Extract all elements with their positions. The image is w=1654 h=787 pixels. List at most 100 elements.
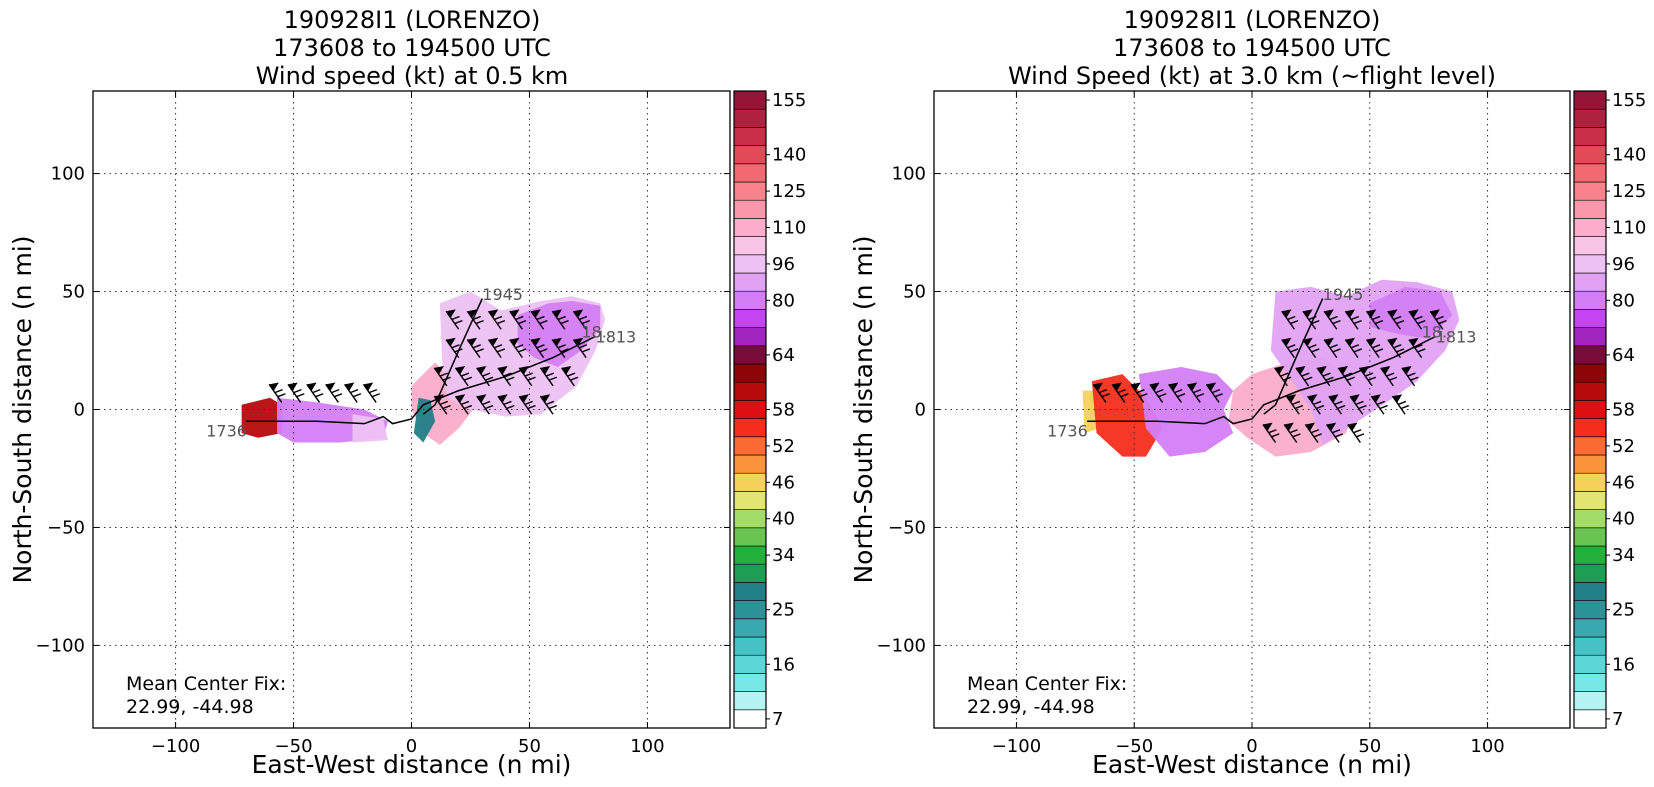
colorbar-cell (1573, 691, 1607, 711)
wind-barb-feather (1334, 433, 1344, 438)
wind-barb-feather (1379, 404, 1388, 410)
wind-barb-flag (561, 366, 572, 375)
wind-barb-staff (454, 367, 469, 387)
colorbar-cell (1573, 181, 1607, 201)
wind-barb-feather (1158, 393, 1167, 398)
wind-barb-flag (573, 309, 584, 318)
wind-barb-staff (509, 310, 523, 330)
colorbar-cell (733, 90, 767, 110)
wind-barb-feather (570, 376, 579, 381)
wind-barb (445, 309, 463, 330)
track-time-label: 18.. (1422, 323, 1453, 342)
wind-barb-flag (488, 337, 499, 347)
wind-barb-feather (1396, 348, 1405, 353)
colorbar-cell (733, 636, 767, 656)
wind-barb-feather (1313, 433, 1322, 438)
wind-barb-flag (1366, 337, 1377, 347)
colorbar-label: 64 (1612, 345, 1635, 366)
colorbar-label: 40 (772, 509, 795, 530)
wind-barb-feather (1358, 404, 1367, 410)
wind-barb-flag (530, 337, 541, 347)
flight-track-branch (422, 298, 483, 415)
colorbar-cell (733, 363, 767, 383)
colorbar-cell (1573, 363, 1607, 383)
wind-barb-staff (287, 383, 302, 403)
wind-barb-feather (527, 376, 536, 381)
wind-barb-feather (451, 344, 460, 349)
wind-barb-flag (455, 394, 466, 403)
wind-barb-feather (1353, 348, 1362, 353)
wind-barb-feather (557, 344, 566, 349)
colorbar-label: 96 (1612, 254, 1635, 275)
wind-barb-staff (1281, 310, 1295, 330)
wind-barb-feather (312, 388, 321, 394)
wind-barb (487, 309, 506, 330)
wind-barb-staff (1304, 424, 1319, 443)
wind-barb-flag (1149, 382, 1160, 391)
wind-barb-feather (1393, 344, 1402, 349)
wind-barb-staff (1328, 395, 1343, 415)
wind-barb (1281, 337, 1299, 358)
wind-barb-feather (1311, 319, 1320, 325)
wind-barb (1408, 337, 1426, 358)
mean-center-fix-text: Mean Center Fix: (126, 673, 286, 695)
wind-barb-flag (1307, 394, 1318, 403)
wind-barb (268, 382, 286, 403)
wind-barb (1168, 382, 1186, 403)
wind-barb-feather (539, 319, 548, 325)
wind-barb-feather (515, 315, 524, 321)
wind-barb-flag (1387, 337, 1398, 347)
wind-barb (572, 337, 591, 358)
colorbar-label: 110 (1612, 218, 1646, 239)
wind-barb (1304, 422, 1322, 443)
wind-barb-feather (518, 319, 527, 325)
colorbar-cell (1573, 400, 1607, 419)
wind-barb-feather (506, 404, 515, 410)
y-tick-label: 100 (892, 164, 926, 185)
wind-barb-flag (509, 309, 520, 318)
y-tick-label: 0 (915, 400, 926, 421)
wind-barb-staff (530, 310, 545, 330)
wind-barb-staff (1111, 383, 1126, 403)
wind-barb-feather (485, 404, 494, 410)
colorbar-cell (1573, 436, 1607, 456)
wind-barb-flag (1366, 309, 1377, 318)
colorbar-cell (1573, 381, 1607, 401)
wind-barb-feather (560, 319, 569, 325)
wind-barb-flag (1345, 337, 1356, 347)
wind-barb-feather (560, 348, 569, 353)
wind-barb-flag (1093, 382, 1104, 391)
wind-barb-feather (524, 400, 533, 406)
wind-barb-feather (475, 348, 484, 353)
wind-barb (1344, 337, 1362, 358)
colorbar-label: 46 (1612, 472, 1635, 493)
wind-barb-feather (494, 344, 503, 349)
wind-barb-staff (344, 383, 358, 403)
chart-title-line: 173608 to 194500 UTC (273, 34, 551, 62)
wind-barb (454, 366, 473, 387)
colorbar-cell (1573, 218, 1607, 237)
track-time-label: 1813 (596, 327, 637, 346)
wind-barb-feather (439, 400, 448, 406)
wind-barb-feather (1376, 400, 1385, 406)
wind-barb-feather (1438, 319, 1447, 325)
wind-barb-feather (277, 393, 286, 398)
colorbar-cell (733, 400, 767, 419)
wind-barb-flag (1187, 382, 1198, 391)
wind-barb-staff (1149, 383, 1164, 403)
x-tick-label: −50 (275, 736, 313, 757)
colorbar-cell (733, 491, 767, 510)
chart-panel-1: 190928I1 (LORENZO)173608 to 194500 UTCWi… (8, 6, 806, 779)
wind-barb-staff (1281, 339, 1295, 358)
wind-barb-flag (1371, 394, 1381, 403)
wind-barb-feather (1372, 344, 1381, 349)
wind-barb-feather (472, 344, 481, 349)
wind-barb-flag (497, 366, 508, 375)
wind-barb-feather (368, 388, 378, 394)
wind-barb-feather (1356, 433, 1365, 438)
chart-title-line: Wind Speed (kt) at 3.0 km (~flight level… (1008, 62, 1496, 90)
colorbar-cell (733, 127, 767, 146)
colorbar-cell (733, 181, 767, 201)
wind-barb-staff (445, 310, 460, 330)
